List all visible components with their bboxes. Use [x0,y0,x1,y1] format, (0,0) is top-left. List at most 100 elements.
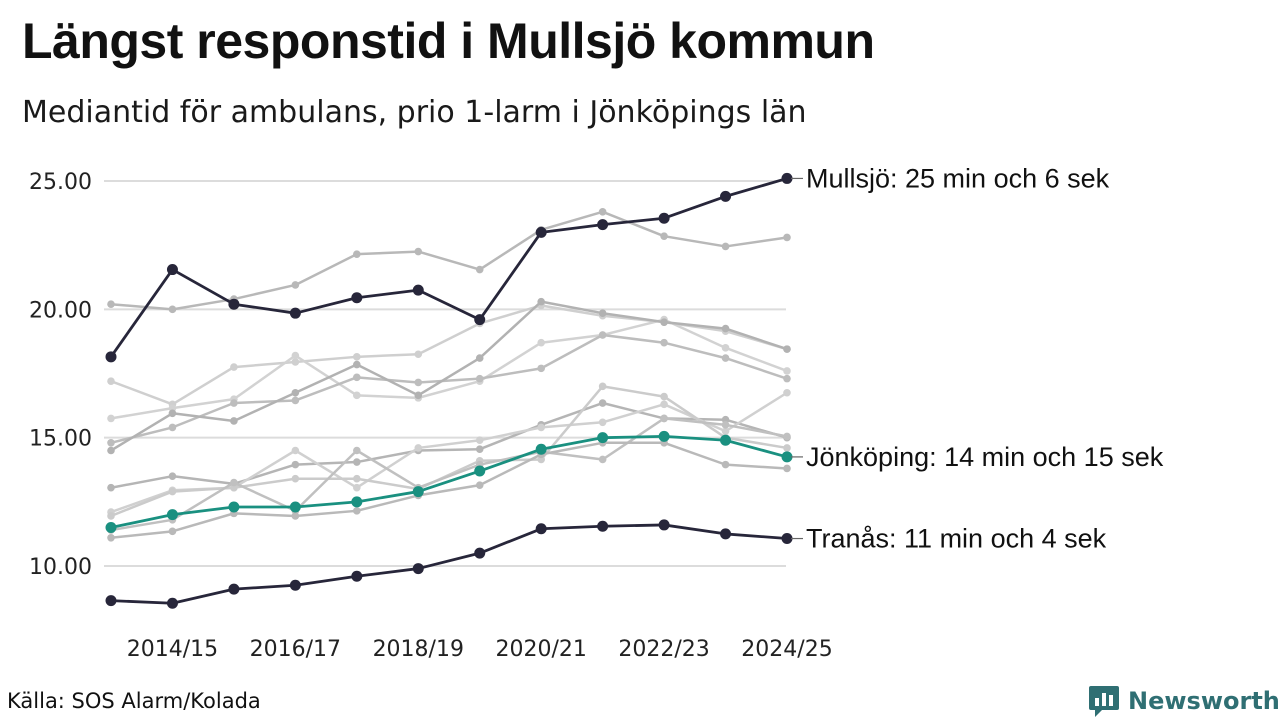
series-mullsjo-point [228,298,240,310]
x-tick-label: 2018/19 [373,637,464,662]
background-series-point [353,446,361,455]
background-series-point [660,318,668,326]
background-series-point [107,512,115,520]
series-mullsjo-line [109,177,788,358]
brand-logo[interactable]: Newsworthy [1088,684,1280,718]
background-series-point [414,391,423,400]
series-mullsjo-point [597,219,609,231]
background-series-point [353,360,361,369]
series-mullsjo-point [474,314,486,326]
brand-name: Newsworthy [1128,687,1280,715]
background-series-point [291,474,300,483]
series-tranas-point [289,579,301,591]
x-tick-label: 2020/21 [495,637,586,662]
background-series-point [598,331,607,339]
background-series-point [353,353,361,361]
series-jonkoping-point [658,430,670,442]
y-tick-label: 15.00 [29,427,92,452]
series-jonkoping-point [535,443,547,455]
chart-subtitle: Mediantid för ambulans, prio 1-larm i Jö… [22,95,807,130]
background-series-point [107,483,115,492]
background-series-point [230,399,238,407]
background-series-point [721,460,730,469]
series-jonkoping-point [228,501,240,513]
series-mullsjo-point [105,351,117,363]
background-series-point [537,364,545,373]
x-tick-label: 2014/15 [127,637,218,662]
series-mullsjo-point [781,172,793,184]
series-mullsjo-point [289,307,301,319]
series-tranas-point [105,595,117,607]
background-series-point [107,377,115,386]
background-series-point [660,414,668,423]
background-series-point [291,281,300,289]
series-jonkoping-point [412,486,424,498]
background-series-point [721,242,730,251]
background-series-point [475,265,484,274]
background-series-point [107,300,115,309]
y-tick-label: 25.00 [29,170,92,195]
background-series-point [475,354,484,362]
background-series-point [353,483,361,492]
background-series-point [598,455,607,464]
background-series-point [168,409,177,418]
x-tick-label: 2022/23 [618,637,709,662]
series-jonkoping-point [474,465,486,477]
background-series-point [353,391,361,400]
series-jonkoping-point [597,432,609,444]
background-series-point [475,481,484,489]
background-series-line [110,318,788,420]
background-series-line [110,441,788,540]
source-note: Källa: SOS Alarm/Kolada [7,689,261,713]
y-tick-label: 20.00 [29,298,92,323]
background-series-point [107,533,115,542]
background-series-point [168,487,177,496]
background-series-point [414,444,423,452]
series-jonkoping-point [105,522,117,533]
background-series-point [721,344,730,352]
background-series-point [291,351,300,360]
background-series-point [291,446,300,455]
background-series-point [537,423,545,432]
series-tranas-point [781,533,793,545]
background-series-point [291,358,300,366]
background-series-line [110,210,788,311]
series-tranas-point [720,528,732,540]
background-series-point [783,374,791,383]
series-mullsjo-point [720,190,732,202]
background-series-point [660,392,668,401]
background-series-line [110,300,788,452]
background-series-point [291,460,300,469]
series-jonkoping-line [110,434,788,529]
background-series-point [721,421,730,429]
background-series-point [475,374,484,383]
series-tranas-point [228,583,240,595]
series-tranas-point [166,597,178,609]
background-series-point [475,445,484,454]
background-series-point [537,297,545,306]
background-series-point [783,388,791,397]
series-jonkoping-point [289,501,301,513]
series-jonkoping-point [781,451,793,463]
series-label-jonkoping: Jönköping: 14 min och 15 sek [806,442,1164,472]
background-series-point [353,458,361,466]
series-tranas-point [351,570,363,582]
series-tranas-line [110,523,788,605]
series-tranas-point [658,519,670,531]
background-series-point [783,464,791,473]
background-series-point [291,512,300,520]
background-series-point [107,446,115,455]
series-tranas-point [474,547,486,559]
background-series-point [168,305,177,314]
background-series-point [230,478,238,487]
background-series-point [168,472,177,480]
background-series-point [353,474,361,483]
series-label-mullsjo: Mullsjö: 25 min och 6 sek [806,163,1110,193]
background-series-point [107,414,115,423]
bar-chart-speech-bubble-icon [1089,686,1119,717]
series-mullsjo-point [658,212,670,224]
background-series-point [598,418,607,427]
background-series-point [721,354,730,362]
background-series-point [168,527,177,536]
